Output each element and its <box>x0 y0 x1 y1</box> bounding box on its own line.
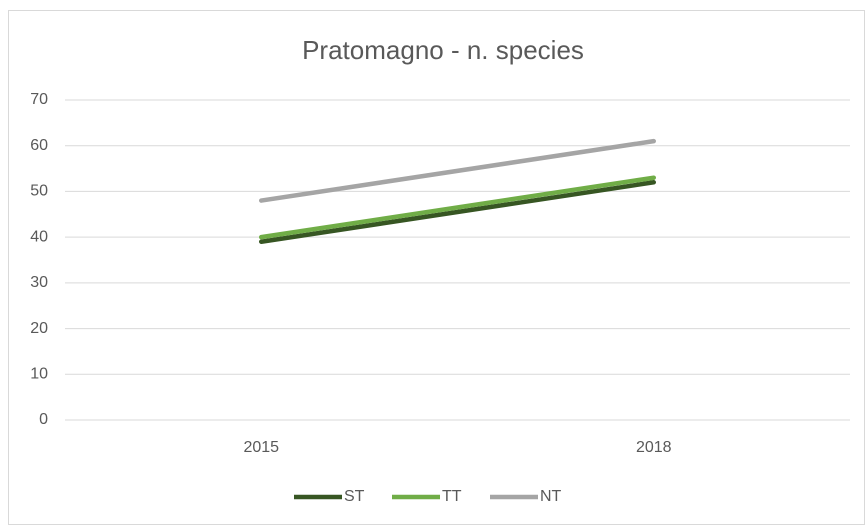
x-tick-label: 2018 <box>636 439 672 456</box>
chart-title: Pratomagno - n. species <box>302 35 584 65</box>
legend-label: NT <box>540 488 562 505</box>
y-tick-label: 0 <box>39 411 48 428</box>
legend-label: TT <box>442 488 462 505</box>
series-line <box>259 138 656 203</box>
chart-border <box>8 10 865 525</box>
y-tick-label: 60 <box>30 137 48 154</box>
x-tick-label: 2015 <box>243 439 279 456</box>
y-tick-label: 70 <box>30 91 48 108</box>
y-tick-label: 50 <box>30 183 48 200</box>
y-tick-label: 30 <box>30 274 48 291</box>
series-line <box>259 175 656 240</box>
y-tick-label: 10 <box>30 366 48 383</box>
series-line <box>259 180 656 244</box>
legend-label: ST <box>344 488 365 505</box>
y-tick-label: 20 <box>30 320 48 337</box>
y-tick-label: 40 <box>30 228 48 245</box>
